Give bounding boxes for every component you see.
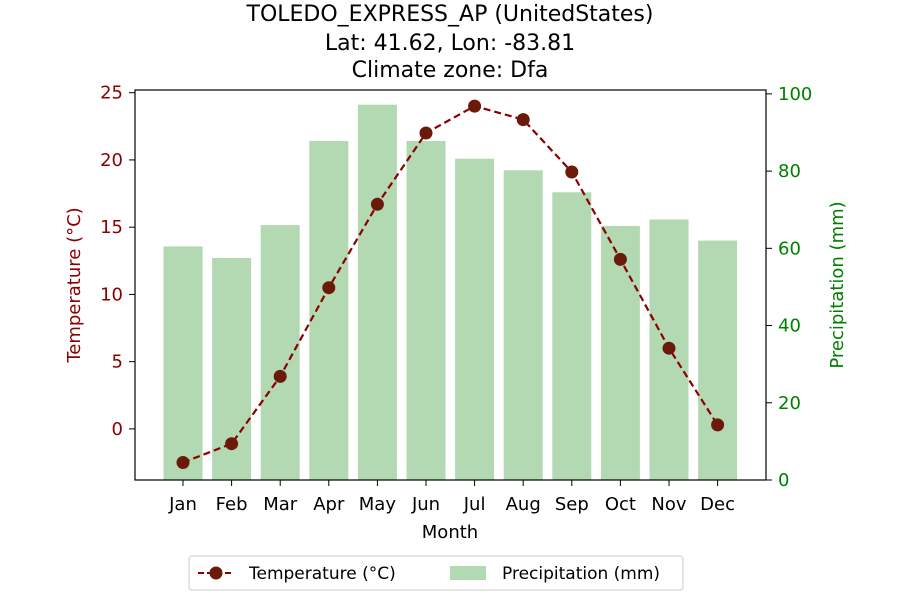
x-tick-label-dec: Dec: [700, 494, 735, 515]
plot-frame: [134, 89, 767, 481]
temperature-point-oct: [613, 252, 627, 266]
temperature-line: [182, 104, 719, 464]
legend-temperature-marker: [209, 566, 223, 580]
precipitation-bar-dec: [698, 240, 738, 480]
chart-subtitle-climate-zone: Climate zone: Dfa: [352, 58, 549, 83]
x-tick-label-sep: Sep: [555, 494, 589, 515]
precipitation-bar-aug: [503, 170, 543, 481]
right-y-axis: 0 20 40 60 80 100: [766, 84, 812, 491]
x-tick-label-oct: Oct: [605, 494, 636, 515]
temperature-point-feb: [225, 437, 239, 451]
precipitation-bar-jul: [455, 158, 495, 480]
x-tick-label-apr: Apr: [313, 494, 345, 515]
precipitation-bar-oct: [600, 225, 640, 480]
chart-subtitle-location: Lat: 41.62, Lon: -83.81: [325, 31, 575, 56]
left-tick-label: 5: [112, 352, 123, 373]
left-y-axis-label: Temperature (°C): [64, 207, 85, 363]
temperature-point-may: [370, 197, 384, 211]
temperature-point-nov: [662, 341, 676, 355]
x-tick-label-mar: Mar: [263, 494, 298, 515]
precipitation-bar-jun: [406, 141, 446, 480]
right-tick-label: 20: [778, 393, 801, 414]
temperature-point-jun: [419, 126, 433, 140]
right-y-axis-label: Precipitation (mm): [827, 201, 848, 368]
legend-temperature-label: Temperature (°C): [248, 564, 396, 584]
right-tick-label: 40: [778, 316, 801, 337]
precipitation-bars: [163, 104, 738, 481]
temperature-line-group: [176, 99, 725, 469]
precipitation-bar-mar: [260, 225, 300, 480]
x-tick-label-jul: Jul: [463, 494, 486, 515]
left-tick-label: 0: [112, 419, 123, 440]
left-y-axis: 0 5 10 15 20 25: [100, 83, 135, 440]
x-tick-label-may: May: [359, 494, 397, 515]
right-tick-label: 100: [778, 84, 812, 105]
x-tick-label-nov: Nov: [651, 494, 686, 515]
legend-precipitation-label: Precipitation (mm): [502, 564, 660, 584]
legend-box: [188, 555, 684, 591]
x-tick-label-feb: Feb: [216, 494, 248, 515]
legend: Temperature (°C) Precipitation (mm): [188, 555, 684, 591]
legend-precipitation-swatch: [450, 566, 486, 580]
x-tick-label-jun: Jun: [411, 494, 440, 515]
precipitation-bar-jan: [163, 246, 203, 480]
temperature-point-jul: [468, 99, 482, 113]
temperature-point-sep: [565, 165, 579, 179]
precipitation-bar-may: [357, 104, 397, 480]
right-tick-label: 0: [778, 470, 789, 491]
temperature-point-jan: [176, 456, 190, 469]
x-tick-label-jan: Jan: [168, 494, 197, 515]
right-tick-label: 80: [778, 161, 801, 182]
x-axis-label: Month: [422, 522, 478, 543]
chart-title: TOLEDO_EXPRESS_AP (UnitedStates): [246, 2, 654, 27]
left-tick-label: 10: [100, 284, 123, 305]
x-tick-label-aug: Aug: [506, 494, 541, 515]
temperature-point-dec: [711, 418, 725, 432]
right-tick-label: 60: [778, 238, 801, 259]
temperature-point-apr: [322, 281, 336, 295]
left-tick-label: 20: [100, 150, 123, 171]
left-tick-label: 15: [100, 217, 123, 238]
left-tick-label: 25: [100, 83, 123, 104]
x-axis: Jan Feb Mar Apr May Jun Jul Aug Sep Oct Nov Dec: [168, 480, 735, 515]
temperature-point-aug: [516, 113, 530, 127]
precipitation-bar-sep: [552, 192, 592, 481]
temperature-point-mar: [273, 369, 287, 383]
